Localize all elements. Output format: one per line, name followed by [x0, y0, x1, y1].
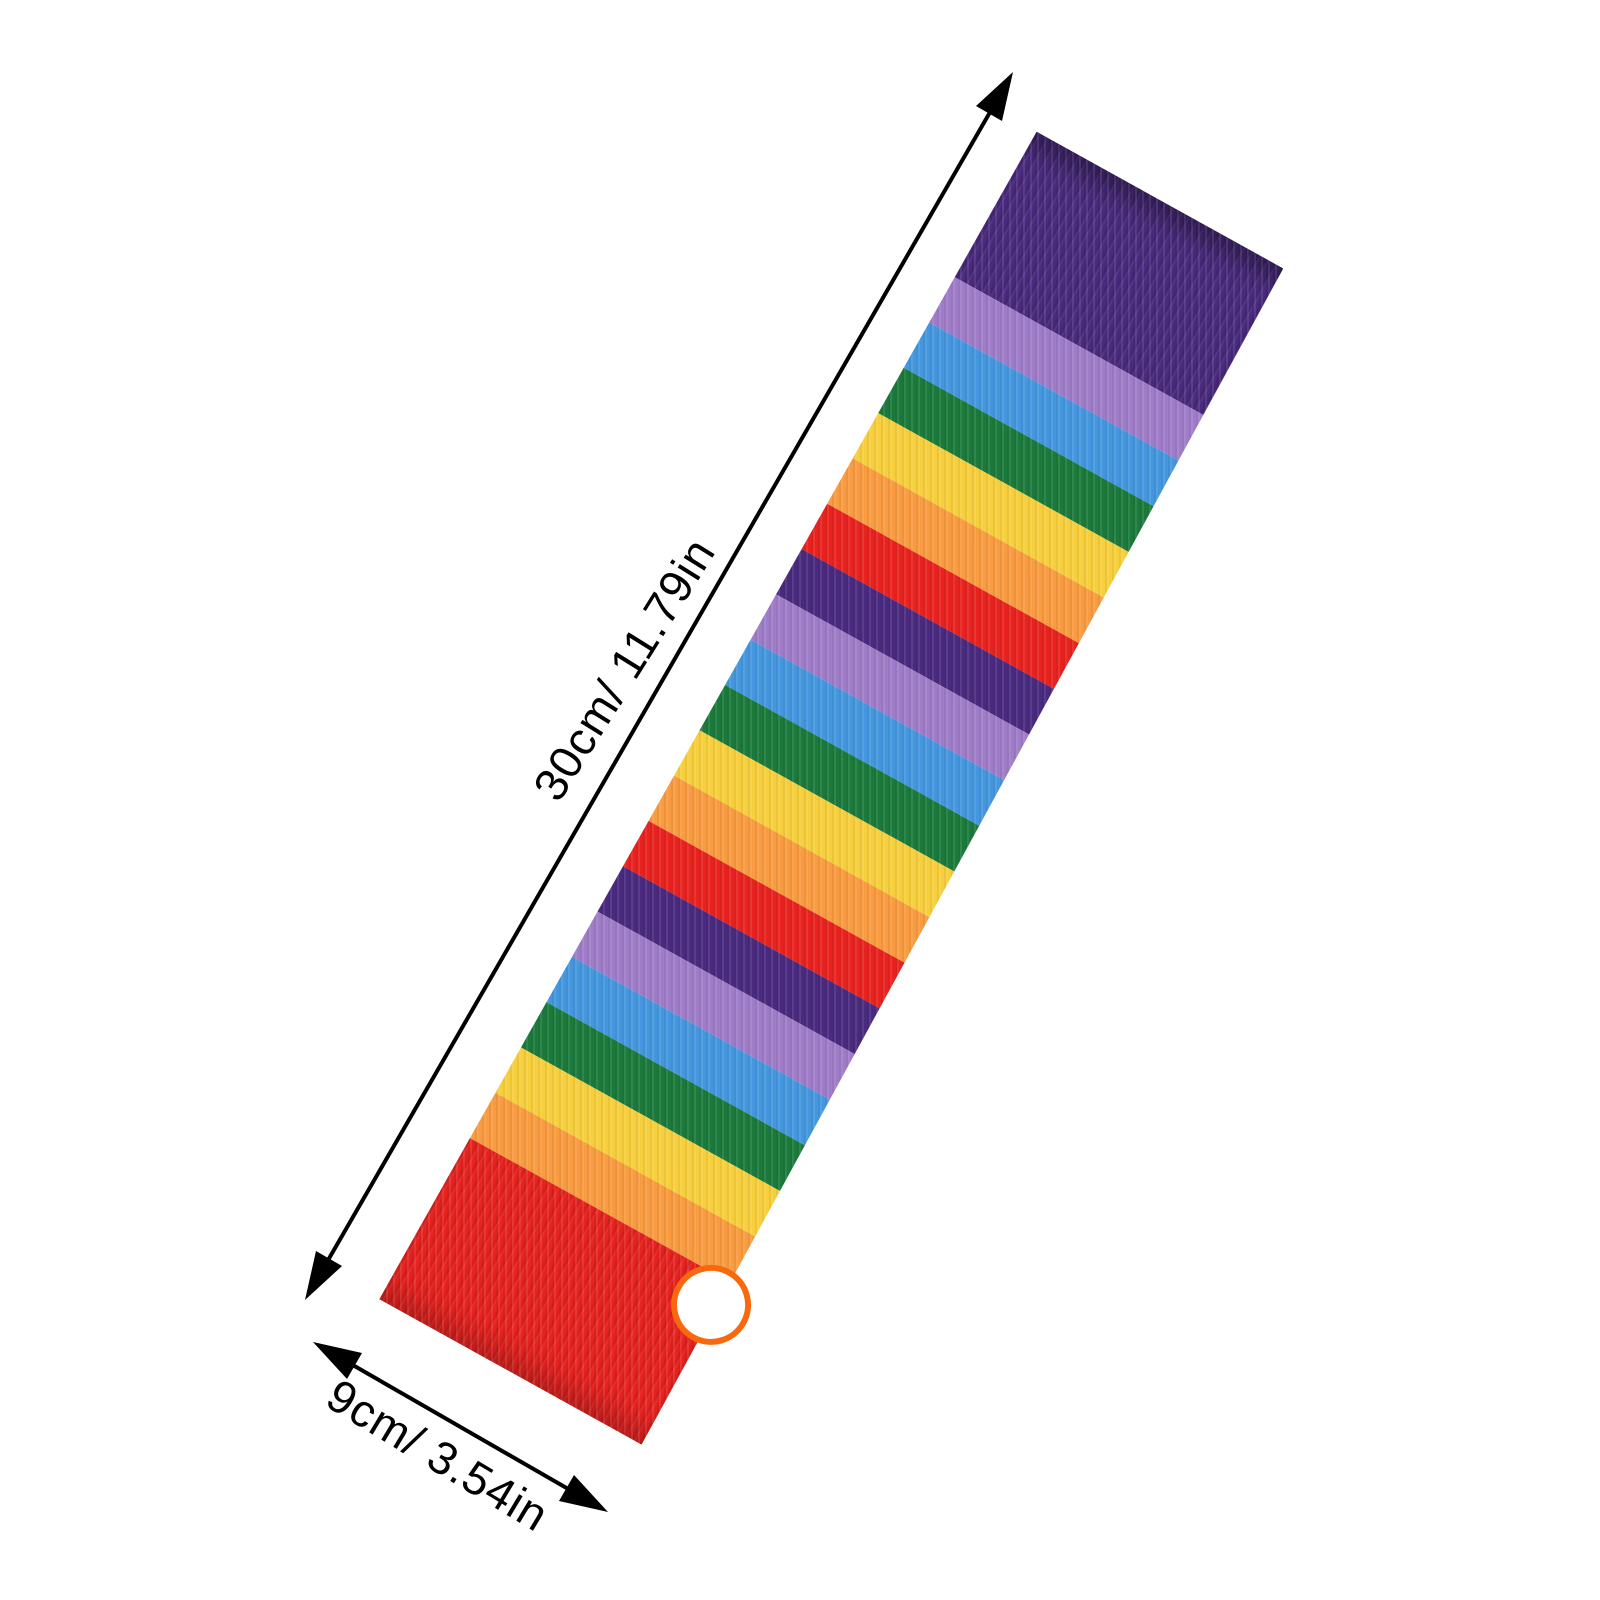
width-arrowhead-left: [313, 1342, 362, 1379]
length-arrowhead-bottom: [305, 1251, 342, 1300]
length-arrowhead-top: [976, 72, 1013, 121]
width-arrowhead-right: [559, 1475, 608, 1512]
width-arrow-line: [350, 1362, 571, 1492]
length-arrow-line: [325, 106, 995, 1263]
